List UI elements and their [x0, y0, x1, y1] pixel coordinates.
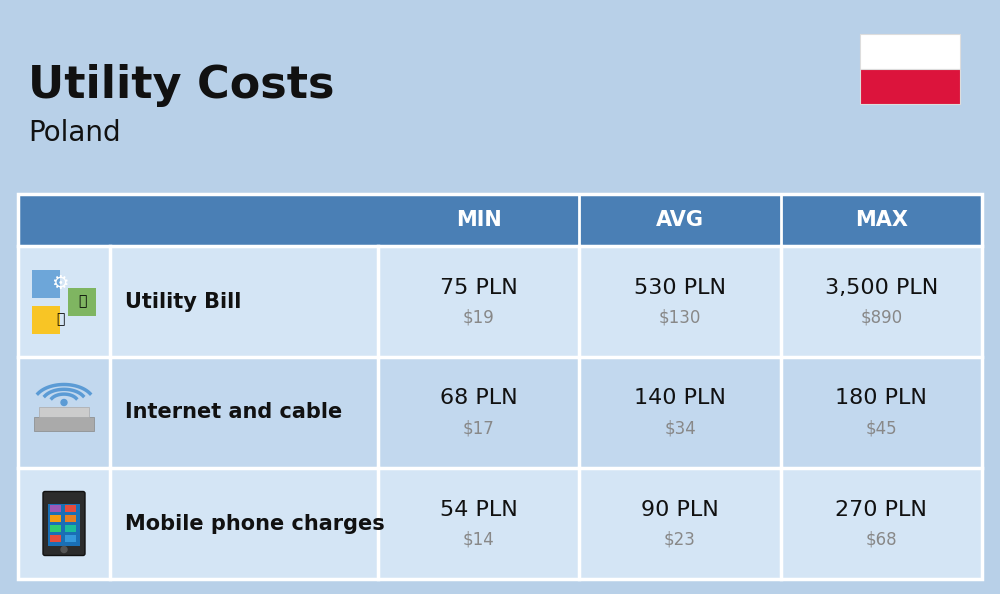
Bar — [860, 69, 960, 104]
Bar — [65, 525, 76, 532]
Text: AVG: AVG — [656, 210, 704, 230]
Circle shape — [61, 400, 67, 406]
Bar — [32, 305, 60, 333]
Text: $17: $17 — [463, 419, 495, 438]
Text: ⚙: ⚙ — [51, 274, 69, 293]
Bar — [48, 504, 80, 545]
Bar — [18, 194, 982, 246]
Text: 90 PLN: 90 PLN — [641, 500, 719, 520]
Text: Utility Costs: Utility Costs — [28, 64, 334, 107]
Text: 🔌: 🔌 — [56, 312, 64, 327]
Text: 68 PLN: 68 PLN — [440, 388, 517, 409]
Bar — [32, 270, 60, 298]
Text: $45: $45 — [866, 419, 897, 438]
Bar — [65, 535, 76, 542]
Bar — [39, 406, 89, 416]
Bar — [50, 525, 61, 532]
Bar — [18, 246, 982, 357]
Bar — [34, 416, 94, 431]
Text: $68: $68 — [866, 530, 897, 548]
Bar — [50, 514, 61, 522]
Text: $34: $34 — [664, 419, 696, 438]
Text: Poland: Poland — [28, 119, 121, 147]
Bar — [65, 514, 76, 522]
Text: 270 PLN: 270 PLN — [835, 500, 927, 520]
Bar — [50, 535, 61, 542]
Text: MAX: MAX — [855, 210, 908, 230]
Bar — [68, 287, 96, 315]
Text: Internet and cable: Internet and cable — [125, 403, 342, 422]
Text: 530 PLN: 530 PLN — [634, 277, 726, 298]
Bar — [65, 504, 76, 511]
Text: $23: $23 — [664, 530, 696, 548]
Text: 54 PLN: 54 PLN — [440, 500, 518, 520]
Text: 140 PLN: 140 PLN — [634, 388, 726, 409]
Circle shape — [61, 546, 67, 552]
Bar — [860, 34, 960, 69]
Text: 180 PLN: 180 PLN — [835, 388, 927, 409]
Bar — [18, 357, 982, 468]
Text: MIN: MIN — [456, 210, 502, 230]
Text: Utility Bill: Utility Bill — [125, 292, 241, 311]
Text: $14: $14 — [463, 530, 495, 548]
Text: Mobile phone charges: Mobile phone charges — [125, 513, 385, 533]
Bar — [18, 194, 982, 579]
Text: 3,500 PLN: 3,500 PLN — [825, 277, 938, 298]
Bar — [18, 468, 982, 579]
Text: $130: $130 — [659, 308, 701, 327]
Bar — [50, 504, 61, 511]
Text: 🔧: 🔧 — [78, 295, 86, 308]
Text: $19: $19 — [463, 308, 495, 327]
Text: 75 PLN: 75 PLN — [440, 277, 518, 298]
FancyBboxPatch shape — [43, 491, 85, 555]
Text: $890: $890 — [860, 308, 902, 327]
